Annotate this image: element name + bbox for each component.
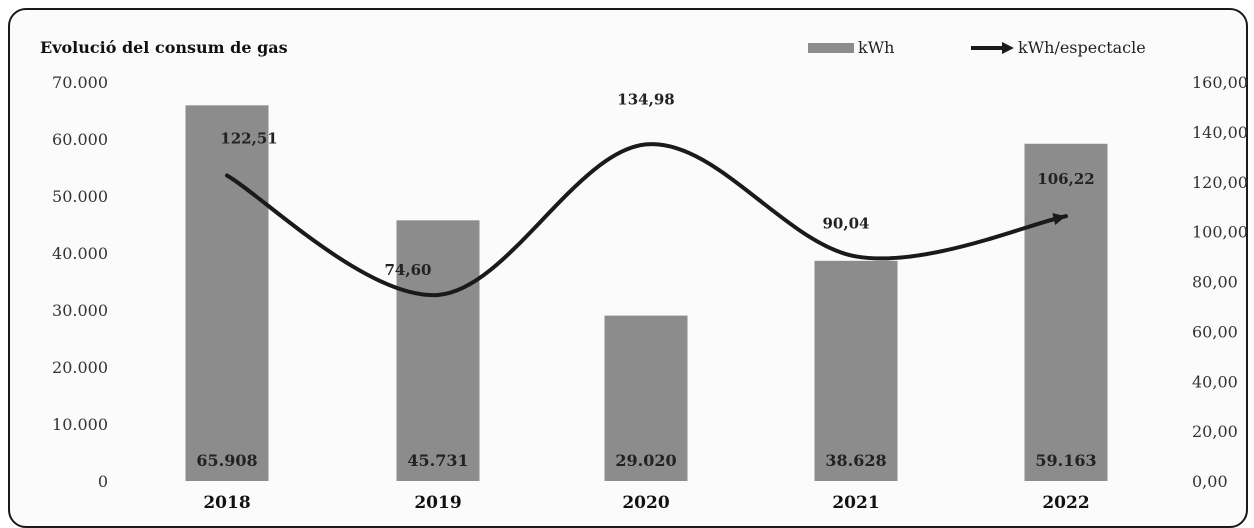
right-axis-tick: 140,00 [1192,123,1248,142]
left-axis-tick: 60.000 [52,130,108,149]
legend-arrow-icon [971,41,1014,54]
bar-value-label: 65.908 [196,451,257,470]
right-axis-tick: 40,00 [1192,372,1238,391]
bar-2018 [185,105,269,481]
bar-value-label: 59.163 [1035,451,1096,470]
right-axis-tick: 100,00 [1192,223,1248,242]
line-value-label: 106,22 [1037,170,1094,188]
chart-title: Evolució del consum de gas [40,38,288,57]
right-axis-tick: 120,00 [1192,173,1248,192]
left-axis-tick: 70.000 [52,73,108,92]
bar-2019 [396,220,480,481]
bar-value-label: 29.020 [615,451,676,470]
left-axis-tick: 10.000 [52,415,108,434]
bar-2022 [1024,143,1108,481]
line-value-label: 74,60 [385,261,432,279]
category-label: 2021 [832,493,879,513]
left-axis-tick: 40.000 [52,244,108,263]
legend-bar-swatch [808,42,854,53]
right-axis-tick: 60,00 [1192,322,1238,341]
line-value-label: 134,98 [617,90,674,108]
combo-chart: 0 10.000 20.000 30.000 40.000 50.000 60.000 70.… [52,73,1248,513]
line-value-label: 122,51 [220,129,277,147]
legend-item-kwh-per-show: kWh/espectacle [970,38,1146,57]
bar-value-label: 38.628 [825,451,886,470]
line-value-label: 90,04 [823,214,870,232]
category-label: 2019 [414,493,461,513]
bar-2020 [604,315,688,481]
bar-2021 [814,260,898,481]
line-kwh-per-show [225,142,1068,297]
line-arrow-head [1052,213,1066,225]
left-axis-tick: 50.000 [52,187,108,206]
category-label: 2018 [203,493,250,513]
bar-value-label: 45.731 [407,451,468,470]
legend-label-kwh-per-show: kWh/espectacle [1018,38,1146,57]
right-axis-tick: 80,00 [1192,273,1238,292]
category-label: 2022 [1042,493,1089,513]
left-axis-tick: 30.000 [52,301,108,320]
left-axis-tick: 0 [98,472,108,491]
category-label: 2020 [622,493,669,513]
legend-item-kwh: kWh [808,38,894,57]
left-axis-tick: 20.000 [52,358,108,377]
right-axis-tick: 0,00 [1192,472,1228,491]
legend-label-kwh: kWh [858,38,895,57]
right-axis-tick: 20,00 [1192,422,1238,441]
right-axis-tick: 160,00 [1192,73,1248,92]
